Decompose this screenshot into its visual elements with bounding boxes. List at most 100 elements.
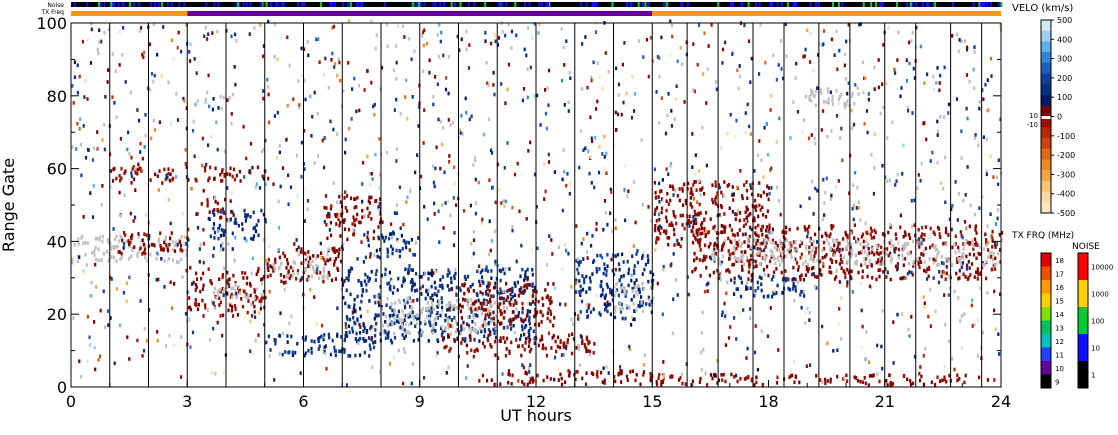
scatter-cell — [213, 306, 216, 310]
scatter-cell — [604, 211, 607, 215]
scatter-cell — [749, 132, 752, 136]
scatter-cell — [243, 208, 246, 213]
scatter-cell — [902, 248, 905, 253]
scatter-cell — [83, 271, 86, 276]
scatter-cell — [486, 284, 489, 289]
scatter-cell — [136, 338, 139, 343]
scatter-cell — [279, 311, 282, 316]
scatter-cell — [204, 100, 207, 105]
noise-speck — [149, 2, 152, 7]
scatter-cell — [337, 254, 340, 259]
scatter-cell — [403, 301, 406, 306]
scatter-cell — [793, 380, 796, 385]
scatter-cell — [901, 312, 904, 316]
scatter-cell — [658, 181, 661, 186]
scatter-cell — [156, 338, 159, 343]
scatter-cell — [461, 283, 464, 287]
scatter-cell — [436, 299, 439, 304]
scatter-cell — [591, 272, 594, 276]
scatter-cell — [603, 295, 606, 300]
scatter-cell — [353, 76, 356, 81]
scatter-cell — [663, 372, 666, 377]
scatter-cell — [812, 239, 815, 244]
scatter-cell — [861, 60, 864, 65]
scatter-cell — [454, 305, 458, 310]
scatter-cell — [903, 230, 907, 234]
scatter-cell — [390, 277, 393, 282]
scatter-cell — [221, 287, 224, 291]
scatter-cell — [112, 167, 115, 172]
scatter-cell — [426, 316, 429, 321]
scatter-cell — [338, 220, 342, 225]
scatter-cell — [750, 56, 753, 61]
scatter-cell — [546, 282, 549, 286]
scatter-cell — [206, 200, 209, 205]
scatter-cell — [368, 343, 371, 348]
scatter-cell — [117, 239, 120, 243]
noise-speck — [740, 2, 743, 7]
scatter-cell — [788, 227, 791, 232]
scatter-cell — [873, 252, 876, 257]
scatter-cell — [454, 267, 457, 272]
scatter-cell — [744, 232, 747, 237]
scatter-cell — [112, 246, 115, 251]
scatter-cell — [395, 77, 398, 81]
scatter-cell — [271, 265, 274, 270]
scatter-cell — [444, 201, 447, 205]
scatter-cell — [954, 234, 957, 239]
scatter-cell — [219, 314, 222, 318]
scatter-cell — [384, 329, 387, 334]
scatter-cell — [823, 377, 827, 382]
scatter-cell — [792, 240, 795, 244]
scatter-cell — [774, 257, 777, 261]
scatter-cell — [761, 224, 764, 229]
scatter-cell — [753, 216, 756, 221]
scatter-cell — [832, 349, 835, 353]
scatter-cell — [123, 171, 126, 175]
scatter-cell — [467, 66, 470, 70]
scatter-cell — [938, 81, 941, 85]
scatter-cell — [643, 274, 646, 278]
noise-speck — [86, 2, 89, 7]
scatter-cell — [561, 177, 564, 182]
scatter-cell — [626, 194, 629, 199]
scatter-cell — [375, 248, 378, 253]
scatter-cell — [448, 154, 451, 158]
scatter-cell — [421, 330, 425, 334]
noise-speck — [906, 2, 908, 7]
scatter-cell — [372, 104, 375, 109]
scatter-cell — [170, 231, 173, 235]
scatter-cell — [208, 338, 212, 342]
noise-speck — [972, 2, 975, 7]
scatter-cell — [716, 237, 719, 241]
scatter-cell — [469, 284, 472, 289]
scatter-cell — [619, 301, 622, 306]
scatter-cell — [727, 236, 730, 241]
scatter-cell — [364, 255, 367, 260]
scatter-cell — [300, 73, 303, 78]
scatter-cell — [622, 260, 625, 264]
scatter-cell — [444, 87, 448, 92]
scatter-cell — [347, 227, 351, 232]
scatter-cell — [926, 72, 929, 77]
noise-speck — [986, 2, 989, 7]
scatter-cell — [355, 109, 358, 114]
scatter-cell — [273, 114, 276, 118]
scatter-cell — [878, 262, 881, 267]
scatter-cell — [772, 270, 776, 275]
scatter-cell — [999, 292, 1002, 297]
velocity-colorbar-label-10: 10 — [1029, 112, 1038, 120]
scatter-cell — [578, 279, 581, 283]
scatter-cell — [411, 280, 414, 285]
scatter-cell — [342, 89, 345, 93]
scatter-cell — [521, 327, 524, 332]
scatter-cell — [115, 115, 118, 120]
scatter-cell — [920, 235, 923, 239]
scatter-cell — [160, 256, 163, 261]
scatter-cell — [107, 323, 110, 327]
scatter-cell — [468, 117, 471, 122]
scatter-cell — [621, 306, 625, 311]
scatter-cell — [465, 110, 468, 115]
scatter-cell — [78, 74, 81, 79]
scatter-cell — [352, 315, 355, 320]
